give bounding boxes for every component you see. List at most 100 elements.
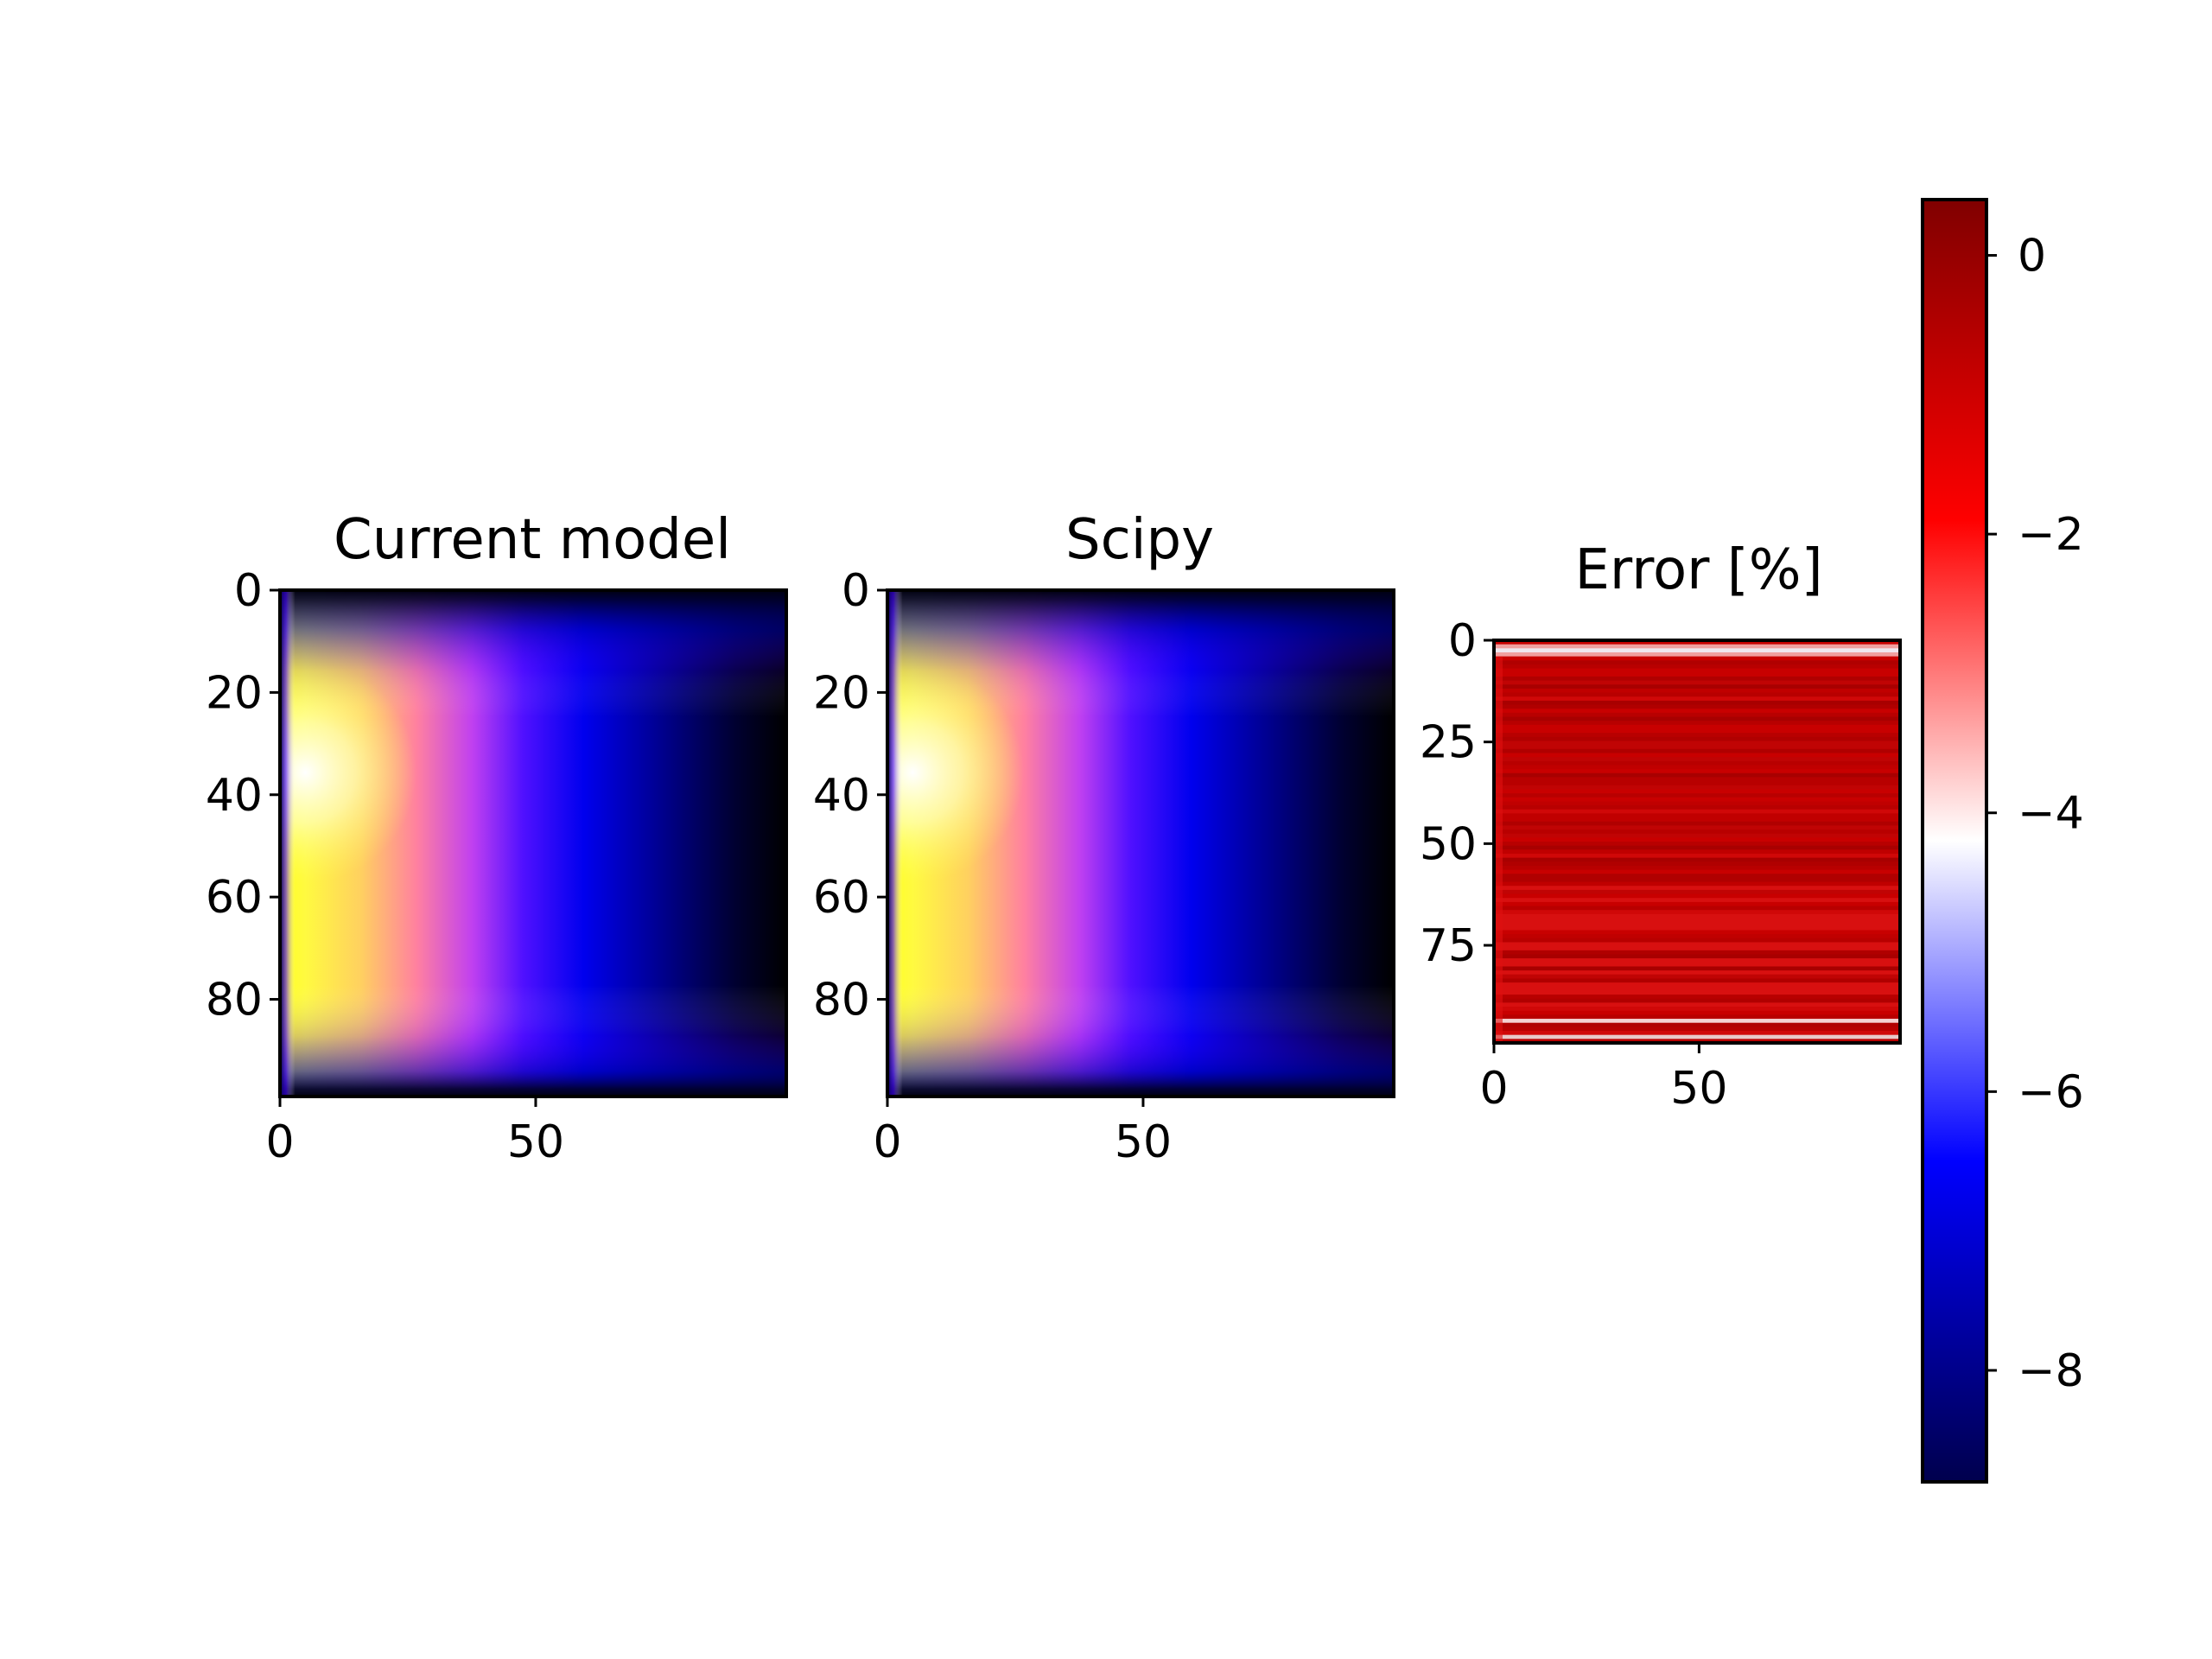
error-row xyxy=(1494,765,1900,770)
y-tick-label: 80 xyxy=(206,975,263,1027)
panel-scipy: Scipy 0 20 40 60 80 0 50 xyxy=(813,508,1395,1168)
error-row xyxy=(1494,785,1900,791)
error-row xyxy=(1494,1002,1900,1007)
error-row xyxy=(1494,656,1900,661)
panel-error: Error [%] 0 25 50 75 0 50 xyxy=(1420,538,1902,1115)
error-row xyxy=(1494,664,1900,670)
axes-frame xyxy=(886,588,1395,1098)
error-row xyxy=(1494,918,1900,923)
error-row xyxy=(1494,881,1900,887)
error-row xyxy=(1494,813,1900,818)
colorbar-tick-label: −2 xyxy=(2018,509,2084,561)
error-row xyxy=(1494,760,1900,766)
error-row xyxy=(1494,874,1900,879)
y-tick-label: 20 xyxy=(813,667,870,719)
error-row xyxy=(1494,1031,1900,1036)
error-row xyxy=(1494,893,1900,899)
error-row xyxy=(1494,736,1900,742)
colorbar-tick-label: 0 xyxy=(2018,231,2046,283)
error-row xyxy=(1494,809,1900,814)
colorbar-gradient xyxy=(1921,198,1988,1484)
y-tick-label: 50 xyxy=(1420,818,1477,870)
error-row xyxy=(1494,853,1900,859)
error-row xyxy=(1494,793,1900,798)
y-axis: 0 20 40 60 80 xyxy=(206,565,280,1027)
error-row xyxy=(1494,877,1900,883)
error-row xyxy=(1494,1019,1900,1024)
x-axis: 0 50 xyxy=(1479,1043,1727,1115)
error-row xyxy=(1494,857,1900,862)
x-tick-label: 0 xyxy=(873,1116,901,1168)
error-row xyxy=(1494,712,1900,718)
y-tick-label: 60 xyxy=(813,872,870,924)
error-row xyxy=(1494,865,1900,871)
error-row xyxy=(1494,970,1900,976)
error-row xyxy=(1494,721,1900,726)
error-row xyxy=(1494,640,1900,645)
error-row xyxy=(1494,797,1900,802)
heatmap-image xyxy=(280,590,786,1096)
error-row xyxy=(1494,950,1900,956)
x-axis: 0 50 xyxy=(265,1096,564,1168)
x-tick-label: 0 xyxy=(1479,1063,1508,1115)
y-tick-label: 25 xyxy=(1420,717,1477,769)
y-axis: 0 20 40 60 80 xyxy=(813,565,887,1027)
error-row xyxy=(1494,817,1900,823)
colorbar-tick-label: −6 xyxy=(2018,1066,2084,1118)
error-row xyxy=(1494,769,1900,774)
error-row xyxy=(1494,709,1900,714)
colorbar-tick-label: −4 xyxy=(2018,788,2084,840)
error-row xyxy=(1494,692,1900,697)
y-tick-label: 80 xyxy=(813,975,870,1027)
error-row xyxy=(1494,958,1900,963)
error-row xyxy=(1494,805,1900,810)
error-row xyxy=(1494,986,1900,992)
panel-title: Current model xyxy=(334,508,731,572)
y-tick-label: 75 xyxy=(1420,920,1477,972)
error-row xyxy=(1494,966,1900,971)
error-row xyxy=(1494,954,1900,959)
x-tick-label: 50 xyxy=(1670,1063,1727,1115)
panel-current-model: Current model 0 20 40 60 80 0 50 xyxy=(206,508,788,1168)
error-column xyxy=(1494,656,1503,1043)
error-row xyxy=(1494,741,1900,746)
error-row xyxy=(1494,1034,1900,1039)
error-row xyxy=(1494,700,1900,706)
error-row xyxy=(1494,821,1900,826)
error-row xyxy=(1494,830,1900,835)
error-row xyxy=(1494,668,1900,673)
error-row xyxy=(1494,704,1900,709)
error-row xyxy=(1494,934,1900,939)
error-row xyxy=(1494,789,1900,794)
error-row xyxy=(1494,1007,1900,1012)
y-tick-label: 0 xyxy=(234,565,263,617)
error-row xyxy=(1494,938,1900,944)
error-row xyxy=(1494,886,1900,891)
error-row xyxy=(1494,942,1900,947)
error-row xyxy=(1494,913,1900,919)
error-row xyxy=(1494,833,1900,838)
error-row xyxy=(1494,716,1900,721)
error-row xyxy=(1494,648,1900,653)
error-row xyxy=(1494,922,1900,927)
error-row xyxy=(1494,772,1900,779)
error-row xyxy=(1494,745,1900,750)
axes-frame xyxy=(1492,639,1902,1045)
error-row xyxy=(1494,1027,1900,1032)
error-row xyxy=(1494,825,1900,830)
error-row xyxy=(1494,842,1900,847)
error-row xyxy=(1494,1010,1900,1015)
error-row xyxy=(1494,781,1900,786)
error-row xyxy=(1494,995,1900,1000)
error-row xyxy=(1494,990,1900,995)
error-row xyxy=(1494,837,1900,842)
panel-title: Error [%] xyxy=(1574,538,1822,602)
y-tick-label: 40 xyxy=(206,770,263,822)
error-row xyxy=(1494,998,1900,1003)
error-row xyxy=(1494,1039,1900,1044)
x-tick-label: 50 xyxy=(507,1116,564,1168)
y-tick-label: 40 xyxy=(813,770,870,822)
error-row xyxy=(1494,861,1900,867)
y-tick-label: 0 xyxy=(1448,615,1477,667)
error-row xyxy=(1494,906,1900,911)
